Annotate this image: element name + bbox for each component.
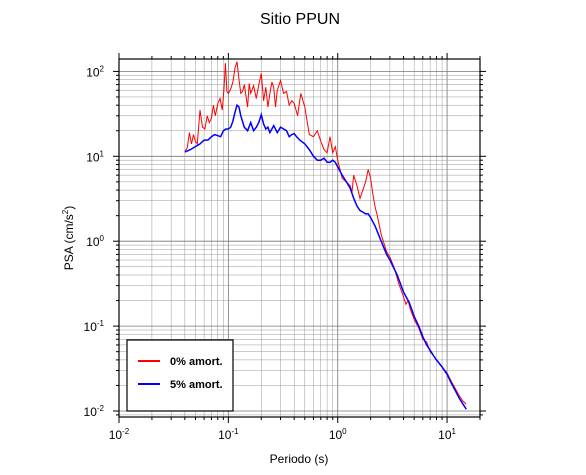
y-tick-label-exp: 0 [100, 234, 105, 243]
plot-frame [118, 58, 481, 418]
x-tick-label: 100 [329, 427, 347, 442]
x-tick-label-base: 10 [438, 428, 452, 442]
x-tick-label: 10-1 [218, 427, 239, 442]
y-tick-label: 100 [86, 234, 104, 249]
x-tick-label: 10-2 [109, 427, 130, 442]
x-tick-label-base: 10 [109, 428, 123, 442]
x-tick-label-exp: -2 [122, 427, 130, 436]
legend-label-0pct: 0% amort. [170, 356, 223, 368]
y-axis-label: PSA (cm/s2) [61, 206, 76, 270]
legend-label-5pct: 5% amort. [170, 379, 223, 391]
y-tick-label-base: 10 [86, 150, 100, 164]
x-tick-label-base: 10 [218, 428, 232, 442]
y-axis-label-base: PSA (cm/s [62, 214, 76, 270]
y-tick-label-exp: -2 [97, 404, 105, 413]
series-line-5pct-damping [184, 103, 467, 410]
y-axis-label-close: ) [62, 206, 76, 210]
y-axis-label-sup: 2 [61, 209, 70, 214]
x-tick-label-exp: -1 [231, 427, 239, 436]
x-axis-label: Periodo (s) [270, 452, 329, 466]
y-tick-label: 101 [86, 149, 104, 164]
y-tick-label-base: 10 [86, 65, 100, 79]
x-tick-label: 101 [438, 427, 456, 442]
legend-box [126, 339, 234, 412]
y-tick-label-base: 10 [84, 405, 98, 419]
series-group [184, 61, 467, 410]
x-tick-label-base: 10 [329, 428, 343, 442]
y-tick-label-base: 10 [84, 320, 98, 334]
y-tick-label: 102 [86, 64, 104, 79]
chart-title: Sitio PPUN [260, 11, 340, 28]
y-tick-label-exp: 1 [100, 149, 105, 158]
series-line-0pct-damping [184, 61, 467, 405]
grid [118, 59, 481, 417]
y-tick-label-base: 10 [86, 235, 100, 249]
y-tick-label: 10-1 [84, 319, 105, 334]
x-tick-label-exp: 0 [342, 427, 347, 436]
x-tick-labels: 10-2 10-1 100 101 [109, 427, 457, 442]
y-tick-label: 10-2 [84, 404, 105, 419]
x-tick-label-exp: 1 [452, 427, 457, 436]
legend: 0% amort. 5% amort. [126, 339, 234, 412]
y-tick-label-exp: -1 [97, 319, 105, 328]
y-tick-label-exp: 2 [100, 64, 105, 73]
